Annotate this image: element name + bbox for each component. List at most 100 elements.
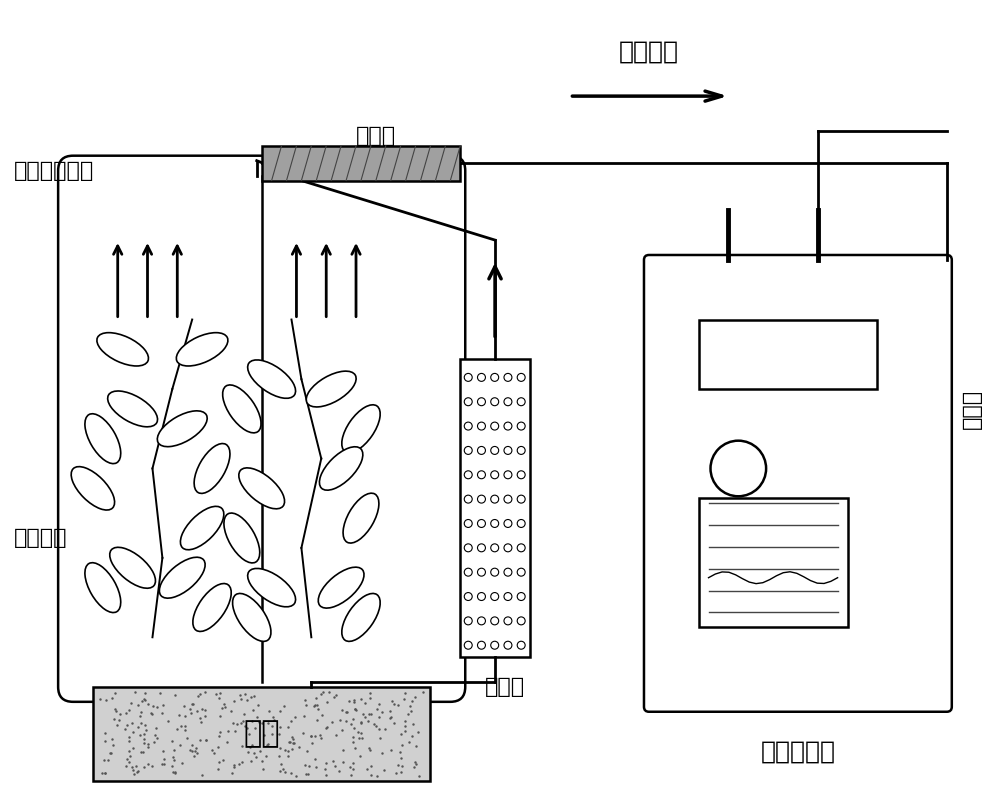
Ellipse shape <box>176 333 228 366</box>
Circle shape <box>477 568 485 576</box>
Circle shape <box>491 422 499 430</box>
Ellipse shape <box>193 584 231 631</box>
Circle shape <box>504 593 512 600</box>
Circle shape <box>464 641 472 649</box>
Circle shape <box>504 495 512 503</box>
Ellipse shape <box>223 385 261 433</box>
Circle shape <box>504 373 512 381</box>
Circle shape <box>464 495 472 503</box>
Ellipse shape <box>306 371 356 407</box>
Ellipse shape <box>194 443 230 493</box>
Circle shape <box>477 447 485 454</box>
Circle shape <box>517 641 525 649</box>
Circle shape <box>504 544 512 552</box>
Circle shape <box>477 373 485 381</box>
Circle shape <box>504 447 512 454</box>
Ellipse shape <box>343 493 379 543</box>
Circle shape <box>477 544 485 552</box>
Text: 芳香植物: 芳香植物 <box>13 528 67 548</box>
Ellipse shape <box>342 405 380 453</box>
Ellipse shape <box>85 563 121 612</box>
Circle shape <box>517 519 525 528</box>
Circle shape <box>504 568 512 576</box>
Circle shape <box>504 422 512 430</box>
Ellipse shape <box>248 568 296 607</box>
Ellipse shape <box>239 468 285 509</box>
Bar <box>262 146 460 181</box>
Ellipse shape <box>85 413 121 464</box>
Ellipse shape <box>342 593 380 641</box>
Circle shape <box>477 398 485 406</box>
Circle shape <box>464 398 472 406</box>
Text: 活性炭: 活性炭 <box>485 677 525 697</box>
Circle shape <box>464 447 472 454</box>
Circle shape <box>517 398 525 406</box>
Circle shape <box>464 617 472 625</box>
FancyBboxPatch shape <box>644 255 952 712</box>
Circle shape <box>491 568 499 576</box>
Bar <box>460 359 530 657</box>
Circle shape <box>504 398 512 406</box>
Bar <box>93 687 430 781</box>
Bar <box>699 320 877 389</box>
Ellipse shape <box>180 507 224 550</box>
Circle shape <box>504 471 512 479</box>
Circle shape <box>477 641 485 649</box>
Circle shape <box>491 544 499 552</box>
Circle shape <box>504 617 512 625</box>
Circle shape <box>491 593 499 600</box>
Circle shape <box>491 471 499 479</box>
Circle shape <box>477 617 485 625</box>
Text: 空气采样器: 空气采样器 <box>760 739 835 764</box>
Circle shape <box>477 495 485 503</box>
Circle shape <box>491 447 499 454</box>
Ellipse shape <box>233 593 271 641</box>
Ellipse shape <box>319 447 363 490</box>
Circle shape <box>504 519 512 528</box>
Circle shape <box>464 568 472 576</box>
Circle shape <box>491 495 499 503</box>
Text: 吸附柱: 吸附柱 <box>356 125 396 146</box>
Circle shape <box>477 519 485 528</box>
Ellipse shape <box>318 567 364 608</box>
Ellipse shape <box>248 360 296 398</box>
Circle shape <box>477 471 485 479</box>
Ellipse shape <box>157 411 207 447</box>
Ellipse shape <box>108 391 158 427</box>
Ellipse shape <box>97 333 148 366</box>
Text: 聚乙烯保鲜袋: 聚乙烯保鲜袋 <box>13 161 94 181</box>
Ellipse shape <box>71 466 115 510</box>
Ellipse shape <box>110 548 155 589</box>
Circle shape <box>491 398 499 406</box>
Circle shape <box>517 544 525 552</box>
Circle shape <box>517 471 525 479</box>
FancyBboxPatch shape <box>58 155 465 702</box>
Circle shape <box>517 447 525 454</box>
Circle shape <box>504 641 512 649</box>
Circle shape <box>491 641 499 649</box>
Circle shape <box>517 422 525 430</box>
Circle shape <box>464 544 472 552</box>
Text: 土壤: 土壤 <box>243 720 280 749</box>
Ellipse shape <box>159 557 205 598</box>
Circle shape <box>517 568 525 576</box>
Circle shape <box>464 422 472 430</box>
Circle shape <box>477 593 485 600</box>
Circle shape <box>491 617 499 625</box>
Ellipse shape <box>224 513 260 563</box>
Circle shape <box>491 373 499 381</box>
Circle shape <box>517 617 525 625</box>
Circle shape <box>464 373 472 381</box>
Text: 主流方向: 主流方向 <box>619 39 679 63</box>
Circle shape <box>517 373 525 381</box>
Text: 硅胶管: 硅胶管 <box>962 389 982 429</box>
Circle shape <box>464 593 472 600</box>
Circle shape <box>464 519 472 528</box>
Circle shape <box>464 471 472 479</box>
Circle shape <box>477 422 485 430</box>
Circle shape <box>517 593 525 600</box>
Bar <box>699 499 848 627</box>
Circle shape <box>517 495 525 503</box>
Circle shape <box>711 441 766 496</box>
Circle shape <box>491 519 499 528</box>
